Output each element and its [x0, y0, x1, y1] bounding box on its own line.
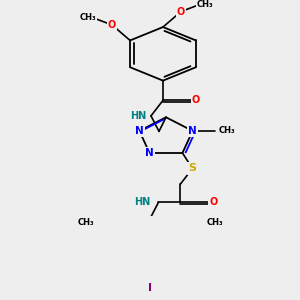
Text: O: O — [108, 20, 116, 30]
Text: CH₃: CH₃ — [78, 218, 94, 227]
Text: HN: HN — [134, 197, 151, 207]
Text: S: S — [188, 164, 196, 173]
Text: I: I — [148, 283, 152, 293]
Text: CH₃: CH₃ — [206, 218, 223, 227]
Text: O: O — [177, 7, 185, 16]
Text: N: N — [145, 148, 154, 158]
Text: O: O — [209, 197, 217, 207]
Text: CH₃: CH₃ — [80, 14, 96, 22]
Text: N: N — [188, 126, 197, 136]
Text: O: O — [192, 95, 200, 105]
Text: HN: HN — [130, 111, 146, 121]
Text: CH₃: CH₃ — [197, 0, 213, 9]
Text: N: N — [135, 126, 144, 136]
Text: CH₃: CH₃ — [218, 126, 235, 135]
